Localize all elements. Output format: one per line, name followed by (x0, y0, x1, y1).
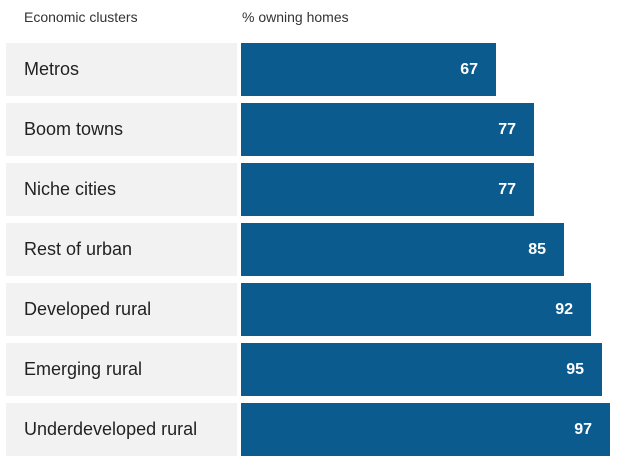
chart-row: Rest of urban 85 (0, 223, 621, 276)
bar: 77 (241, 103, 534, 156)
category-label-cell: Metros (6, 43, 237, 96)
bar: 77 (241, 163, 534, 216)
bar-value-label: 95 (566, 361, 584, 378)
bar-value-label: 67 (460, 61, 478, 78)
category-label-cell: Emerging rural (6, 343, 237, 396)
category-label-cell: Developed rural (6, 283, 237, 336)
category-label: Niche cities (24, 179, 117, 199)
category-label-cell: Rest of urban (6, 223, 237, 276)
chart-row: Underdeveloped rural 97 (0, 403, 621, 456)
bar: 95 (241, 343, 602, 396)
category-label-cell: Boom towns (6, 103, 237, 156)
category-label: Metros (24, 59, 80, 79)
chart-row: Niche cities 77 (0, 163, 621, 216)
category-label: Boom towns (24, 119, 124, 139)
chart-row: Developed rural 92 (0, 283, 621, 336)
bar: 92 (241, 283, 591, 336)
chart-row: Metros 67 (0, 43, 621, 96)
bar-value-label: 77 (498, 181, 516, 198)
bar-value-label: 92 (555, 301, 573, 318)
bar-value-label: 85 (528, 241, 546, 258)
category-label-cell: Underdeveloped rural (6, 403, 237, 456)
chart-row: Boom towns 77 (0, 103, 621, 156)
category-label: Underdeveloped rural (24, 419, 198, 439)
value-column-header: % owning homes (242, 9, 349, 25)
category-column-header: Economic clusters (24, 9, 138, 25)
bar-value-label: 97 (574, 421, 592, 438)
category-label-cell: Niche cities (6, 163, 237, 216)
category-label: Emerging rural (24, 359, 143, 379)
category-label: Rest of urban (24, 239, 133, 259)
bar-value-label: 77 (498, 121, 516, 138)
bar: 97 (241, 403, 610, 456)
bar: 67 (241, 43, 496, 96)
chart-row: Emerging rural 95 (0, 343, 621, 396)
category-label: Developed rural (24, 299, 152, 319)
bar: 85 (241, 223, 564, 276)
